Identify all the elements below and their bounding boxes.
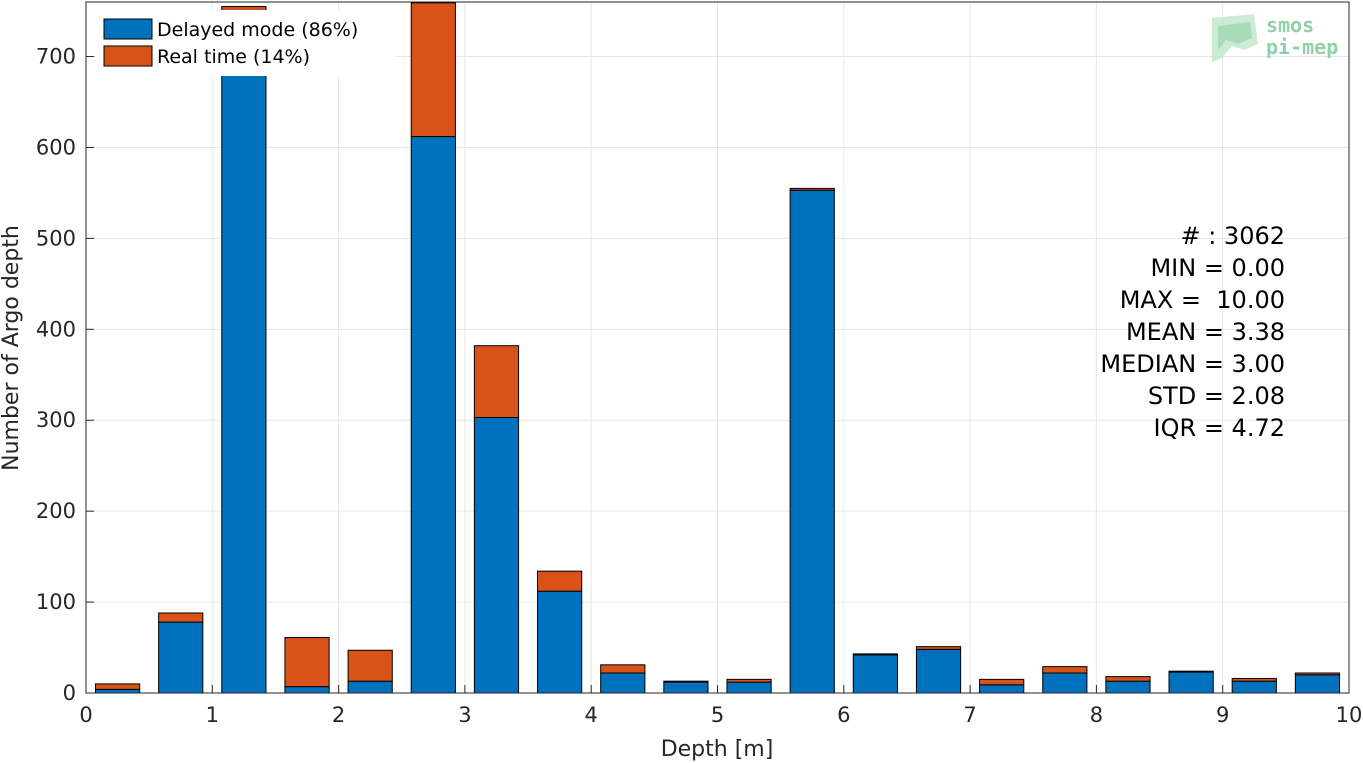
smos-pi-mep-logo: smos pi-mep <box>1212 13 1338 62</box>
x-tick-label: 1 <box>206 703 219 727</box>
bar-real-time <box>1105 676 1151 682</box>
x-tick-label: 4 <box>585 703 598 727</box>
bar-real-time <box>915 646 962 650</box>
bar-real-time <box>1168 670 1214 673</box>
stat-line: MEDIAN = 3.00 <box>1100 350 1285 378</box>
legend: Delayed mode (86%) Real time (14%) <box>96 10 396 76</box>
bar-real-time <box>600 664 646 674</box>
y-axis-label: Number of Argo depth <box>0 225 24 471</box>
x-tick-label: 5 <box>711 703 724 727</box>
legend-label: Delayed mode (86%) <box>157 19 358 41</box>
bars <box>94 2 1341 694</box>
y-tick-label: 100 <box>36 590 76 614</box>
bar-delayed-mode <box>1105 680 1151 694</box>
grid-lines <box>85 2 1350 694</box>
bar-delayed-mode <box>158 621 204 694</box>
stat-line: STD = 2.08 <box>1148 382 1285 410</box>
stats-annotation: # : 3062 MIN = 0.00 MAX = 10.00 MEAN = 3.38… <box>1100 222 1285 442</box>
bar-delayed-mode <box>600 672 646 694</box>
bar-delayed-mode <box>915 648 962 694</box>
legend-label: Real time (14%) <box>157 46 310 68</box>
bar-real-time <box>537 570 583 592</box>
x-tick-label: 10 <box>1336 703 1363 727</box>
bar-delayed-mode <box>1042 672 1088 694</box>
x-tick-label: 8 <box>1090 703 1103 727</box>
bar-delayed-mode <box>979 684 1025 694</box>
bar-real-time <box>1042 666 1088 674</box>
bar-real-time <box>979 678 1025 686</box>
bar-delayed-mode <box>94 688 141 694</box>
bar-real-time <box>852 653 898 656</box>
x-tick-label: 3 <box>458 703 471 727</box>
bar-delayed-mode <box>410 136 456 694</box>
y-axis-ticks: 0 100 200 300 400 500 600 700 <box>36 45 94 705</box>
x-axis-ticks: 0 1 2 3 4 5 6 7 8 9 10 <box>79 685 1362 727</box>
y-tick-label: 500 <box>36 226 76 250</box>
bar-real-time <box>1231 677 1277 682</box>
bar-real-time <box>1294 672 1341 676</box>
bar-delayed-mode <box>1168 671 1214 694</box>
y-tick-label: 0 <box>63 681 76 705</box>
bar-delayed-mode <box>726 681 772 694</box>
stat-line: MAX = 10.00 <box>1120 286 1285 314</box>
x-tick-label: 7 <box>963 703 976 727</box>
svg-text:pi-mep: pi-mep <box>1266 35 1338 59</box>
y-tick-label: 300 <box>36 408 76 432</box>
y-tick-label: 700 <box>36 45 76 69</box>
y-tick-label: 600 <box>36 135 76 159</box>
bar-real-time <box>284 637 330 688</box>
x-tick-label: 0 <box>79 703 92 727</box>
stat-line: # : 3062 <box>1180 222 1285 250</box>
bar-delayed-mode <box>852 654 898 694</box>
x-tick-label: 2 <box>332 703 345 727</box>
bar-real-time <box>410 2 456 138</box>
bar-delayed-mode <box>221 38 267 694</box>
bar-real-time <box>473 345 520 419</box>
legend-swatch <box>103 45 153 67</box>
bar-real-time <box>94 683 141 690</box>
legend-swatch <box>103 18 153 40</box>
bar-delayed-mode <box>1294 674 1341 694</box>
bar-real-time <box>347 649 393 682</box>
bar-delayed-mode <box>663 681 709 694</box>
bar-real-time <box>789 187 835 191</box>
bar-delayed-mode <box>789 189 835 694</box>
bar-real-time <box>726 678 772 683</box>
stat-line: MEAN = 3.38 <box>1126 318 1285 346</box>
bar-delayed-mode <box>473 417 520 694</box>
bar-real-time <box>663 680 709 683</box>
y-tick-label: 200 <box>36 499 76 523</box>
bar-delayed-mode <box>284 686 330 694</box>
x-tick-label: 6 <box>837 703 850 727</box>
bar-delayed-mode <box>537 590 583 694</box>
y-tick-label: 400 <box>36 317 76 341</box>
x-tick-label: 9 <box>1216 703 1229 727</box>
svg-text:smos: smos <box>1266 13 1314 37</box>
x-axis-label: Depth [m] <box>661 737 774 762</box>
stat-line: MIN = 0.00 <box>1150 254 1285 282</box>
stat-line: IQR = 4.72 <box>1154 414 1285 442</box>
bar-delayed-mode <box>1231 680 1277 694</box>
bar-real-time <box>158 612 204 623</box>
bar-delayed-mode <box>347 680 393 694</box>
